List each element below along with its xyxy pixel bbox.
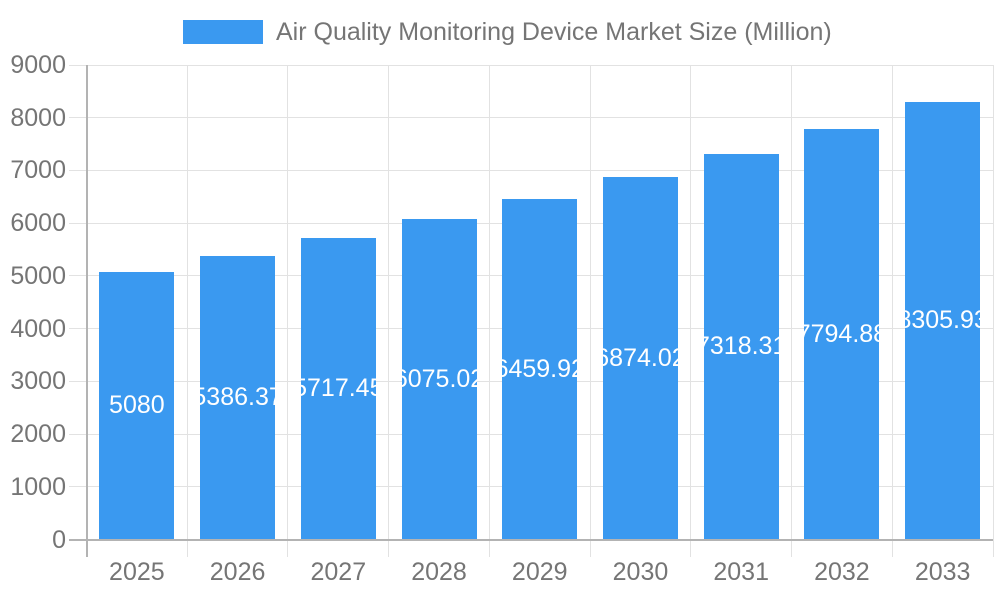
x-gridline xyxy=(287,65,289,557)
x-gridline xyxy=(388,65,390,557)
x-gridline xyxy=(791,65,793,557)
x-gridline xyxy=(488,65,490,557)
bar-value-label: 7794.88 xyxy=(804,319,879,348)
x-axis-tick-label: 2030 xyxy=(612,557,669,586)
y-axis-tick-label: 0 xyxy=(52,525,66,554)
y-axis-line xyxy=(85,65,88,557)
y-gridline xyxy=(68,117,993,119)
x-gridline xyxy=(589,65,591,557)
x-axis-tick-label: 2031 xyxy=(713,557,769,586)
legend-item[interactable]: Air Quality Monitoring Device Market Siz… xyxy=(183,18,832,46)
y-axis-tick-label: 8000 xyxy=(10,103,66,132)
bar[interactable]: 6075.02 xyxy=(401,219,477,540)
bar-value-label: 5717.45 xyxy=(301,374,376,403)
bar[interactable]: 7794.88 xyxy=(804,128,880,540)
bar-value-label: 6075.02 xyxy=(402,364,477,393)
y-axis-tick-label: 1000 xyxy=(10,472,66,501)
bar[interactable]: 8305.93 xyxy=(905,101,981,540)
bar[interactable]: 5080 xyxy=(99,271,175,540)
y-gridline xyxy=(68,169,993,171)
x-axis-tick-label: 2027 xyxy=(310,557,367,586)
x-gridline xyxy=(690,65,692,557)
bar[interactable]: 5717.45 xyxy=(300,238,376,540)
y-axis-tick-label: 3000 xyxy=(10,367,66,396)
bar-value-label: 8305.93 xyxy=(905,306,980,335)
y-gridline xyxy=(68,64,993,66)
bar[interactable]: 6459.92 xyxy=(502,198,578,540)
x-axis-line xyxy=(68,538,993,541)
x-axis-tick-label: 2033 xyxy=(914,557,971,586)
y-axis-tick-label: 5000 xyxy=(10,261,66,290)
x-gridline xyxy=(891,65,893,557)
x-gridline xyxy=(186,65,188,557)
y-axis-tick-label: 6000 xyxy=(10,209,66,238)
bar-value-label: 5080 xyxy=(109,391,165,420)
bar[interactable]: 7318.31 xyxy=(703,153,779,540)
x-axis-tick-label: 2029 xyxy=(511,557,568,586)
y-axis-tick-label: 4000 xyxy=(10,314,66,343)
x-axis-tick-label: 2028 xyxy=(411,557,467,586)
legend-swatch-icon xyxy=(183,20,263,44)
x-axis-tick-label: 2026 xyxy=(209,557,266,586)
bar-value-label: 6874.02 xyxy=(603,343,678,372)
bar-value-label: 6459.92 xyxy=(502,354,577,383)
y-axis-tick-label: 9000 xyxy=(10,51,66,79)
y-axis-tick-label: 7000 xyxy=(10,156,66,185)
x-gridline xyxy=(992,65,994,557)
x-axis-tick-label: 2025 xyxy=(109,557,165,586)
bar[interactable]: 6874.02 xyxy=(602,177,678,540)
legend-label: Air Quality Monitoring Device Market Siz… xyxy=(276,17,832,46)
x-axis-tick-label: 2032 xyxy=(814,557,870,586)
y-axis-tick-label: 2000 xyxy=(10,420,66,449)
bar-value-label: 7318.31 xyxy=(704,332,779,361)
